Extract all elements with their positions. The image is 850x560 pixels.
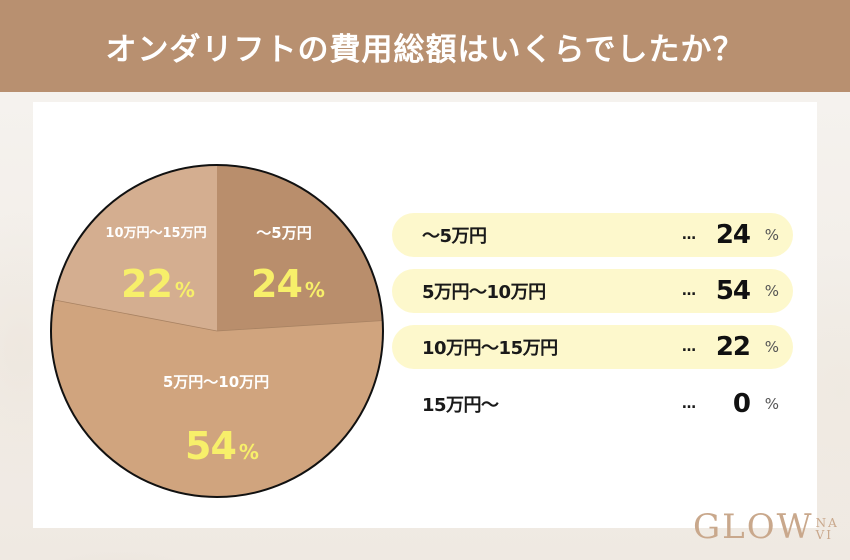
legend-dots: …: [682, 283, 696, 299]
legend-dots: …: [682, 396, 696, 412]
legend-value: 22: [715, 332, 751, 362]
chart-card: [33, 102, 817, 528]
legend-unit: %: [764, 395, 779, 413]
legend-label: 5万円〜10万円: [422, 282, 546, 303]
legend-row-over15: 15万円〜 … 0 %: [392, 382, 793, 426]
legend-unit: %: [764, 282, 779, 300]
legend-value: 54: [715, 276, 751, 306]
legend-row-5to10: 5万円〜10万円 … 54 %: [392, 269, 793, 313]
legend-unit: %: [764, 338, 779, 356]
legend-unit: %: [764, 226, 779, 244]
logo-sub-bottom: VI: [815, 528, 833, 543]
glow-navi-logo: GLOW NA VI: [693, 510, 839, 544]
legend-label: 15万円〜: [422, 395, 499, 416]
logo-sub: NA VI: [816, 517, 839, 542]
legend-value: 24: [715, 220, 751, 250]
legend-dots: …: [682, 339, 696, 355]
legend-dots: …: [682, 227, 696, 243]
logo-main-text: GLOW: [693, 507, 814, 547]
legend-value: 0: [732, 389, 751, 419]
legend-row-under5: 〜5万円 … 24 %: [392, 213, 793, 257]
page-title: オンダリフトの費用総額はいくらでしたか？: [105, 31, 745, 68]
legend-row-10to15: 10万円〜15万円 … 22 %: [392, 325, 793, 369]
legend-label: 〜5万円: [422, 226, 487, 247]
legend-label: 10万円〜15万円: [422, 338, 558, 359]
logo-sub-top: NA: [815, 515, 839, 530]
header-banner: オンダリフトの費用総額はいくらでしたか？: [0, 0, 850, 92]
